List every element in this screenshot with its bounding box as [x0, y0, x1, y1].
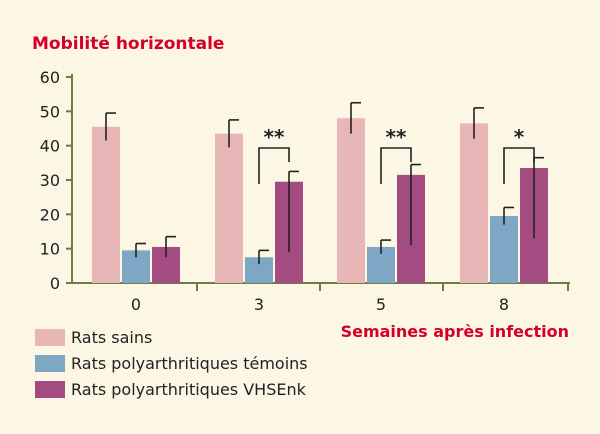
y-tick-label: 40 — [40, 137, 60, 156]
significance-bracket — [380, 147, 412, 184]
legend-label: Rats polyarthritiques témoins — [71, 354, 308, 373]
bar — [460, 123, 488, 283]
bar — [215, 133, 243, 283]
x-tick-label: 8 — [499, 295, 509, 314]
significance-label: ** — [386, 125, 407, 149]
legend-swatch — [35, 355, 65, 372]
legend-label: Rats sains — [71, 328, 152, 347]
y-tick-label: 10 — [40, 240, 60, 259]
significance-bracket — [503, 147, 535, 184]
bar — [92, 126, 120, 284]
legend: Rats sains Rats polyarthritiques témoins R… — [35, 328, 308, 399]
significance-label: * — [514, 125, 525, 149]
y-tick-label: 60 — [40, 68, 60, 87]
legend-swatch — [35, 381, 65, 398]
x-tick-label: 3 — [254, 295, 264, 314]
y-tick-label: 20 — [40, 205, 60, 224]
significance-label: ** — [264, 125, 285, 149]
legend-label: Rats polyarthritiques VHSEnk — [71, 380, 307, 399]
significance-bracket — [258, 147, 290, 184]
legend-swatch — [35, 329, 65, 346]
y-tick-label: 0 — [50, 274, 60, 293]
y-tick-label: 30 — [40, 171, 60, 190]
bar — [490, 216, 518, 283]
y-tick-label: 50 — [40, 102, 60, 121]
chart-title: Mobilité horizontale — [32, 34, 224, 54]
x-axis-label: Semaines après infection — [341, 322, 569, 341]
x-tick-label: 0 — [131, 295, 141, 314]
x-tick-label: 5 — [376, 295, 386, 314]
bar — [337, 118, 365, 283]
